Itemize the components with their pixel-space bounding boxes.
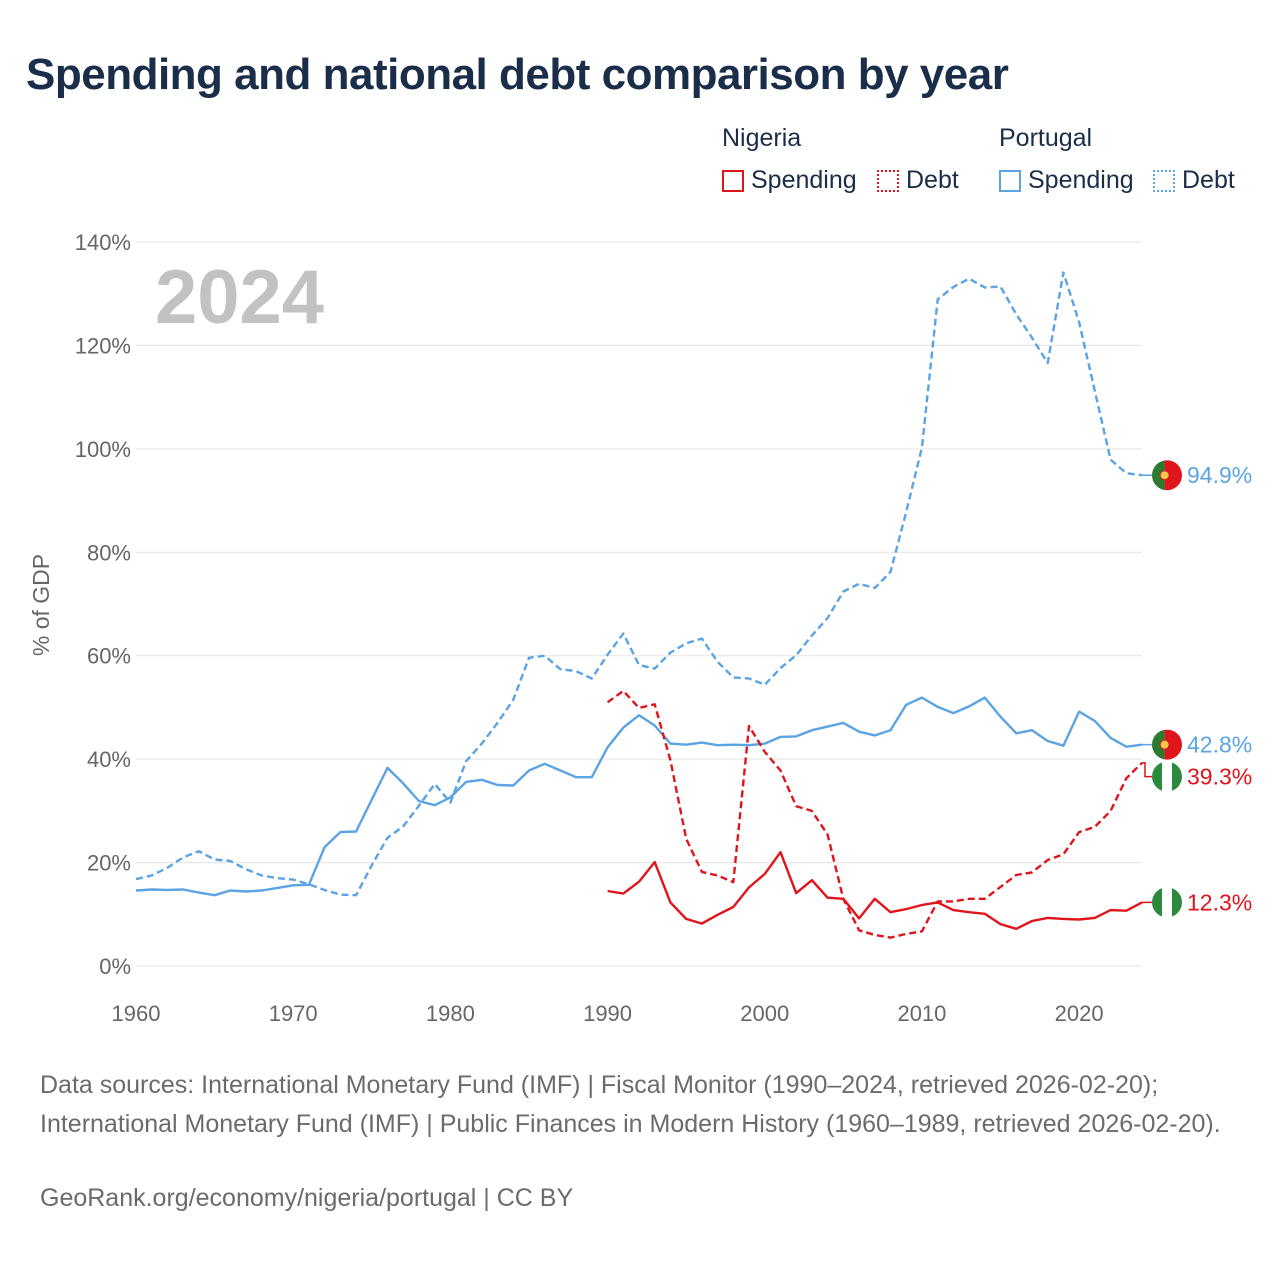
chart-title: Spending and national debt comparison by…: [26, 50, 1009, 99]
x-tick-label: 1980: [426, 1001, 475, 1026]
y-tick-label: 140%: [75, 230, 131, 255]
series-line-nigeria-debt[interactable]: [606, 689, 1143, 939]
portugal-flag-icon: [1152, 729, 1182, 760]
legend-swatch-portugal-spending: [999, 169, 1021, 192]
y-tick-label: 80%: [87, 540, 131, 565]
legend-swatch-nigeria-spending: [722, 169, 744, 192]
y-axis-label: % of GDP: [28, 554, 54, 656]
legend-group-portugal: Portugal: [999, 124, 1093, 152]
y-tick-label: 60%: [87, 644, 131, 669]
y-tick-label: 0%: [99, 954, 131, 979]
x-tick-label: 2020: [1055, 1001, 1104, 1026]
portugal-flag-icon: [1152, 460, 1182, 491]
x-tick-label: 2010: [897, 1001, 946, 1026]
legend-group-nigeria: Nigeria: [722, 124, 802, 152]
y-tick-label: 40%: [87, 747, 131, 772]
legend-label-nigeria-debt: Debt: [906, 166, 959, 194]
y-tick-label: 120%: [75, 333, 131, 358]
x-tick-label: 2000: [740, 1001, 789, 1026]
end-label-connector: [1142, 762, 1152, 778]
nigeria-flag-icon: [1152, 887, 1182, 918]
legend-label-portugal-spending: Spending: [1028, 166, 1134, 194]
footer-attribution[interactable]: GeoRank.org/economy/nigeria/portugal | C…: [40, 1184, 574, 1212]
x-tick-label: 1970: [269, 1001, 318, 1026]
series: [135, 271, 1143, 939]
data-sources: Data sources: International Monetary Fun…: [40, 1071, 1221, 1138]
legend-swatch-portugal-debt: [1153, 169, 1175, 192]
series-line-portugal-spending[interactable]: [135, 696, 1143, 897]
y-tick-label: 100%: [75, 437, 131, 462]
nigeria-flag-icon: [1152, 761, 1182, 792]
chart-plot: 0% 20% 40% 60% 80% 100% 120% 140% 1960 1970 1980 19…: [28, 230, 1252, 1026]
end-label-nigeria-spending: 12.3%: [1187, 889, 1252, 915]
legend-nigeria-spending[interactable]: Spending: [722, 166, 857, 195]
legend-nigeria-debt[interactable]: Debt: [877, 166, 959, 195]
x-tick-label: 1960: [112, 1001, 161, 1026]
legend-label-nigeria-spending: Spending: [751, 166, 857, 194]
end-label-portugal-spending: 42.8%: [1187, 732, 1252, 758]
x-tick-label: 1990: [583, 1001, 632, 1026]
legend-label-portugal-debt: Debt: [1182, 166, 1235, 194]
axes: 0% 20% 40% 60% 80% 100% 120% 140% 1960 1970 1980 19…: [75, 230, 1104, 1026]
end-labels: 94.9% 42.8% 39.3% 12.3%: [1142, 460, 1252, 918]
series-line-portugal-debt[interactable]: [135, 271, 1143, 897]
year-overlay: 2024: [155, 255, 324, 340]
legend-swatch-nigeria-debt: [877, 169, 899, 192]
y-tick-label: 20%: [87, 851, 131, 876]
series-line-nigeria-spending[interactable]: [607, 851, 1143, 930]
grid: [136, 241, 1142, 967]
end-label-portugal-debt: 94.9%: [1187, 462, 1252, 488]
legend-portugal-spending[interactable]: Spending: [999, 166, 1134, 195]
legend-portugal-debt[interactable]: Debt: [1153, 166, 1235, 195]
end-label-nigeria-debt: 39.3%: [1187, 764, 1252, 790]
